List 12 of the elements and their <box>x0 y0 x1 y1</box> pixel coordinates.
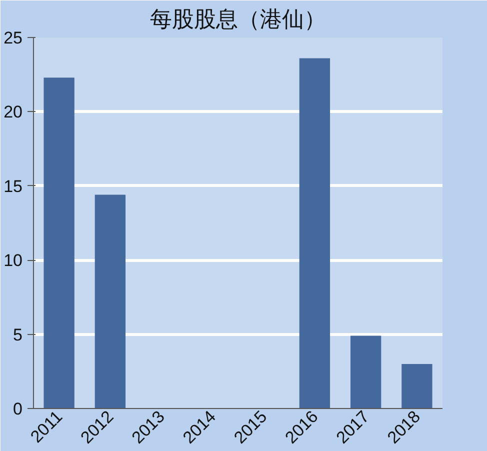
y-tick-label: 25 <box>4 28 23 48</box>
bar <box>44 78 74 408</box>
y-tick-label: 15 <box>4 176 23 196</box>
y-tick-label: 5 <box>13 325 23 344</box>
bar <box>402 364 432 408</box>
chart-title: 每股股息（港仙） <box>150 8 326 32</box>
bar <box>94 194 126 408</box>
y-tick-label: 10 <box>4 251 23 270</box>
bar <box>350 336 382 408</box>
y-tick-label: 20 <box>4 102 23 122</box>
bar <box>299 58 330 408</box>
y-tick-label: 0 <box>13 400 23 418</box>
